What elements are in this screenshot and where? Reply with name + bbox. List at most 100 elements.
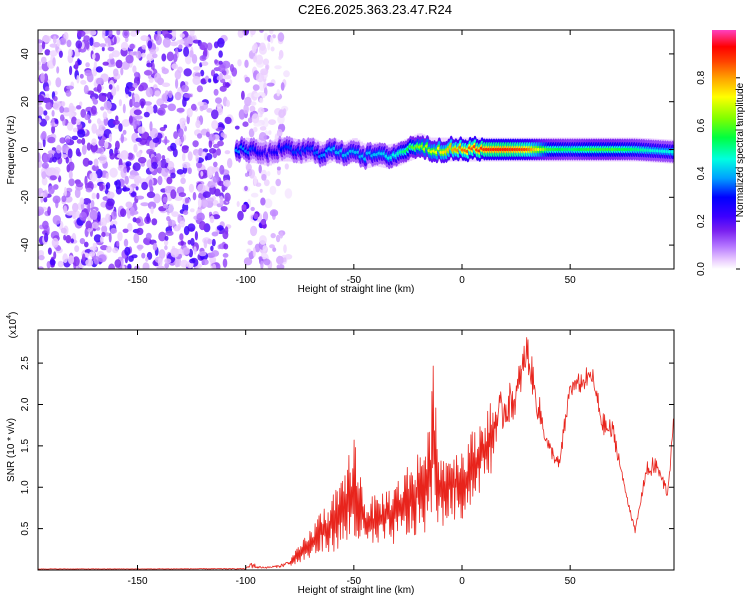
spectrogram-noise-cell <box>85 187 93 193</box>
spectrogram-noise-cell <box>133 109 142 116</box>
spectrogram-noise-cell <box>165 230 174 236</box>
spectrogram-noise-cell <box>146 251 153 260</box>
spectrogram-noise-cell <box>79 73 84 79</box>
spectrogram-noise-cell <box>61 101 66 107</box>
spectrogram-noise-cell <box>116 84 120 92</box>
spectrogram-noise-cell <box>167 103 176 112</box>
spectrogram-noise-cell <box>260 260 264 269</box>
spectrogram-noise-cell <box>131 96 135 107</box>
spectrogram-noise-cell <box>216 148 222 156</box>
spectrogram-noise-cell <box>38 266 44 269</box>
spectrogram-noise-cell <box>116 30 121 36</box>
spectrogram-noise-cell <box>189 258 196 264</box>
spectrogram-noise-cell <box>45 102 53 110</box>
spectrogram-noise-cell <box>186 107 193 118</box>
spectrogram-noise-cell <box>149 49 157 55</box>
spectrogram-noise-cell <box>68 170 73 180</box>
spectrogram-noise-cell <box>143 111 150 118</box>
spectrogram-noise-cell <box>89 246 97 251</box>
colorbar-tick-label: 0.4 <box>696 166 707 180</box>
spectrogram-noise-cell <box>255 182 262 187</box>
spectrogram-noise-cell <box>43 197 48 203</box>
spectrogram-noise-cell <box>75 118 81 125</box>
spectrogram-noise-cell <box>166 51 174 62</box>
spectrogram-noise-cell <box>259 97 264 104</box>
spectrogram-noise-cell <box>259 188 263 193</box>
spectrogram-noise-cell <box>196 212 205 222</box>
spectrogram-noise-cell <box>67 121 74 131</box>
spectrogram-noise-cell <box>164 262 170 269</box>
spectrogram-noise-cell <box>125 161 132 167</box>
spectrogram-noise-cell <box>276 129 283 137</box>
spectrogram-noise-cell <box>279 231 284 239</box>
spectrogram-noise-cell <box>185 54 192 65</box>
spectrogram-noise-cell <box>105 201 114 210</box>
spectrogram-noise-cell <box>80 108 87 118</box>
spectrogram-noise-cell <box>74 60 79 71</box>
snr-x-tick-label: -50 <box>347 576 362 587</box>
spectrogram-noise-cell <box>89 172 98 182</box>
spectrogram-noise-cell <box>197 101 204 107</box>
spectrogram-noise-cell <box>176 39 185 45</box>
spectrogram-noise-cell <box>131 254 138 259</box>
spectrogram-noise-cell <box>195 120 201 129</box>
spectrogram-noise-cell <box>91 214 98 221</box>
spectrogram-noise-cell <box>40 72 45 83</box>
spectrogram-noise-cell <box>203 239 208 249</box>
spectrogram-noise-cell <box>38 66 43 71</box>
spectrogram-noise-cell <box>140 35 149 42</box>
spectrogram-noise-cell <box>122 103 126 114</box>
spectrogram-noise-cell <box>208 139 213 149</box>
spectrogram-noise-cell <box>222 70 227 76</box>
colorbar-tick-label: 0.6 <box>696 118 707 132</box>
spectrogram-noise-cell <box>44 49 51 56</box>
spectrogram-noise-cell <box>148 179 153 189</box>
spectrogram-noise-cell <box>227 158 233 169</box>
spectrogram-noise-cell <box>47 150 56 155</box>
spectrogram-x-tick-label: -50 <box>347 275 362 286</box>
spectrogram-noise-cell <box>67 148 73 159</box>
spectrogram-noise-cell <box>122 61 130 70</box>
spectrogram-noise-cell <box>43 189 48 198</box>
spectrogram-noise-cell <box>84 69 93 77</box>
spectrogram-noise-cell <box>253 175 257 186</box>
spectrogram-noise-cell <box>138 156 147 164</box>
spectrogram-noise-cell <box>237 210 244 221</box>
spectrogram-noise-cell <box>109 152 115 160</box>
spectrogram-noise-cell <box>99 183 104 192</box>
spectrogram-noise-cell <box>179 233 184 241</box>
spectrogram-noise-cell <box>52 215 61 225</box>
colorbar-tick-label: 0.8 <box>696 70 707 84</box>
spectrogram-noise-cell <box>201 259 209 266</box>
spectrogram-noise-cell <box>248 169 256 179</box>
spectrogram-noise-cell <box>160 104 168 109</box>
spectrogram-noise-cell <box>91 96 96 102</box>
spectrogram-noise-cell <box>110 57 115 65</box>
spectrogram-noise-cell <box>71 116 77 125</box>
spectrogram-noise-cell <box>192 140 199 148</box>
spectrogram-noise-cell <box>219 164 225 175</box>
spectrogram-noise-cell <box>195 152 199 163</box>
spectrogram-noise-cell <box>138 85 144 92</box>
spectrogram-noise-cell <box>70 238 75 244</box>
spectrogram-noise-cell <box>67 255 75 265</box>
spectrogram-noise-cell <box>110 227 118 234</box>
spectrogram-noise-cell <box>207 181 216 188</box>
spectrogram-noise-cell <box>267 42 271 51</box>
spectrogram-noise-cell <box>125 201 133 208</box>
spectrogram-noise-cell <box>162 204 169 209</box>
spectrogram-noise-cell <box>276 255 284 265</box>
spectrogram-noise-cell <box>188 183 194 193</box>
spectrogram-noise-cell <box>41 171 47 180</box>
spectrogram-noise-cell <box>89 251 96 257</box>
spectrogram-noise-cell <box>133 233 140 244</box>
spectrogram-noise-cell <box>260 68 269 76</box>
spectrogram-noise-cell <box>174 69 182 80</box>
spectrogram-noise-cell <box>178 44 183 50</box>
spectrogram-noise-cell <box>151 218 158 226</box>
spectrogram-noise-cell <box>92 222 99 229</box>
spectrogram-noise-cell <box>106 245 112 253</box>
spectrogram-noise-cell <box>91 192 97 200</box>
spectrogram-noise-cell <box>214 59 218 64</box>
spectrogram-noise-cell <box>108 263 115 269</box>
